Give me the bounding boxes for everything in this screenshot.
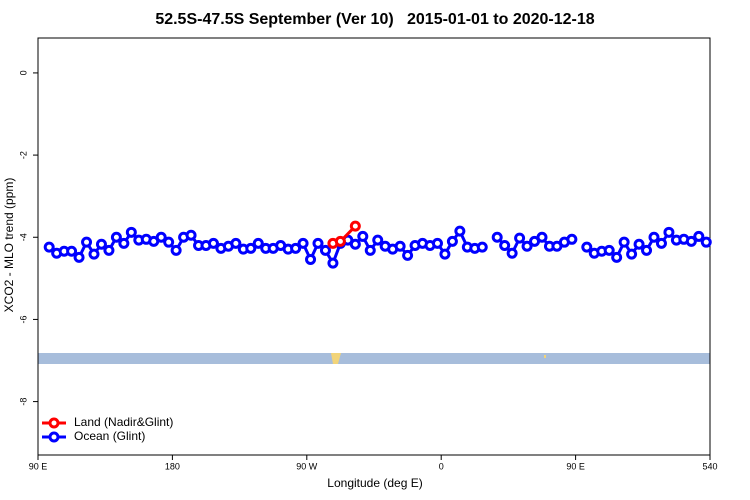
- data-point: [43, 241, 55, 253]
- y-tick-label: -6: [18, 315, 28, 323]
- data-point: [170, 244, 182, 256]
- plot-frame: [37, 37, 711, 456]
- data-point: [185, 229, 197, 241]
- data-point: [230, 237, 242, 249]
- data-point: [207, 237, 219, 249]
- legend-label: Land (Nadir&Glint): [74, 415, 173, 429]
- data-point: [685, 235, 697, 247]
- surface-strip: [38, 353, 710, 364]
- data-point: [446, 235, 458, 247]
- legend-label: Ocean (Glint): [74, 429, 145, 443]
- data-point: [454, 225, 466, 237]
- legend-marker: [48, 431, 60, 443]
- x-axis-label: Longitude (deg E): [327, 476, 422, 490]
- data-point: [566, 233, 578, 245]
- data-point: [394, 240, 406, 252]
- data-point: [125, 226, 137, 238]
- data-point: [372, 234, 384, 246]
- x-tick-label: 180: [165, 461, 180, 471]
- x-tick-label: 90 E: [29, 461, 48, 471]
- chart-title: 52.5S-47.5S September (Ver 10) 2015-01-0…: [155, 11, 594, 28]
- data-point: [402, 249, 414, 261]
- data-point: [349, 238, 361, 250]
- data-point: [110, 231, 122, 243]
- data-point: [95, 238, 107, 250]
- data-point: [297, 237, 309, 249]
- x-tick-label: 90 W: [296, 461, 318, 471]
- data-point: [118, 237, 130, 249]
- data-point: [618, 236, 630, 248]
- y-tick-label: -2: [18, 151, 28, 159]
- data-point: [349, 220, 361, 232]
- land-strip: [544, 355, 546, 358]
- data-point: [252, 237, 264, 249]
- data-point: [66, 245, 78, 257]
- data-point: [245, 242, 257, 254]
- data-point: [73, 251, 85, 263]
- data-point: [700, 236, 712, 248]
- data-point: [364, 244, 376, 256]
- data-point: [603, 244, 615, 256]
- data-point: [81, 236, 93, 248]
- data-point: [611, 251, 623, 263]
- data-point: [103, 244, 115, 256]
- y-tick-label: -4: [18, 233, 28, 241]
- data-point: [641, 244, 653, 256]
- data-point: [491, 231, 503, 243]
- data-point: [499, 239, 511, 251]
- y-axis-label: XCO2 - MLO trend (ppm): [2, 178, 16, 313]
- data-point: [327, 257, 339, 269]
- data-point: [536, 231, 548, 243]
- data-point: [431, 237, 443, 249]
- data-point: [648, 231, 660, 243]
- y-tick-label: 0: [18, 70, 28, 75]
- data-point: [439, 248, 451, 260]
- data-point: [693, 230, 705, 242]
- data-point: [626, 248, 638, 260]
- data-point: [581, 241, 593, 253]
- data-point: [521, 240, 533, 252]
- y-tick-label: -8: [18, 398, 28, 406]
- x-tick-label: 540: [702, 461, 717, 471]
- data-point: [663, 226, 675, 238]
- data-point: [633, 238, 645, 250]
- data-point: [305, 253, 317, 265]
- data-point: [357, 230, 369, 242]
- data-point: [476, 241, 488, 253]
- x-tick-label: 90 E: [566, 461, 585, 471]
- data-point: [655, 237, 667, 249]
- data-point: [88, 248, 100, 260]
- x-tick-label: 0: [439, 461, 444, 471]
- data-point: [312, 237, 324, 249]
- data-point: [163, 236, 175, 248]
- data-point: [506, 247, 518, 259]
- legend-marker: [48, 417, 60, 429]
- data-point: [290, 242, 302, 254]
- data-point: [334, 235, 346, 247]
- data-point: [155, 231, 167, 243]
- land-strip: [331, 353, 341, 364]
- data-point: [514, 232, 526, 244]
- data-point: [319, 244, 331, 256]
